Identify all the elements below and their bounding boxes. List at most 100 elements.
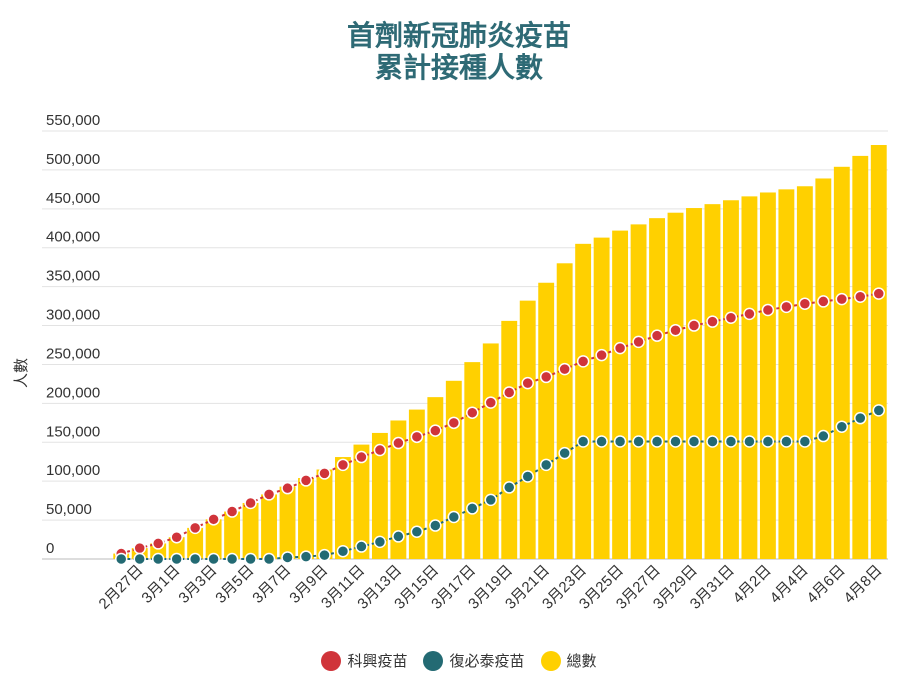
bar-total (316, 469, 333, 559)
point-biontech (151, 552, 165, 566)
legend-label: 總數 (566, 652, 597, 670)
point-sinovac (207, 513, 220, 526)
point-biontech (650, 435, 664, 448)
point-sinovac (521, 376, 534, 390)
point-biontech (539, 458, 553, 472)
chart-title-line-1: 首劑新冠肺炎疫苗 (346, 19, 571, 52)
point-sinovac (817, 295, 830, 308)
point-biontech (133, 552, 146, 566)
chart-area: 0 50,000 100,000 150,000 200,000 250,000 300,0… (12, 112, 888, 613)
point-biontech (244, 552, 257, 566)
point-biontech (336, 544, 350, 558)
point-biontech (207, 552, 220, 566)
point-biontech (225, 552, 239, 566)
point-biontech (817, 429, 830, 443)
point-biontech (576, 435, 590, 448)
point-sinovac (502, 386, 516, 399)
bar-total (593, 237, 610, 560)
legend-swatch (540, 650, 561, 671)
point-sinovac (188, 521, 202, 535)
point-sinovac (798, 297, 812, 311)
point-sinovac (244, 496, 257, 510)
point-biontech (835, 420, 849, 433)
point-biontech (613, 435, 627, 448)
point-biontech (466, 502, 479, 515)
point-biontech (632, 435, 645, 448)
point-sinovac (170, 530, 183, 544)
bar-total (501, 320, 518, 559)
point-sinovac (854, 290, 867, 304)
point-sinovac (151, 537, 165, 550)
point-biontech (281, 551, 294, 564)
point-sinovac (743, 307, 756, 321)
bar-total (335, 457, 351, 559)
bar-total (815, 178, 832, 559)
point-biontech (447, 510, 461, 524)
bar-total (187, 527, 204, 559)
bar-total (649, 218, 665, 559)
point-sinovac (466, 406, 479, 419)
bar-total (408, 409, 425, 559)
point-biontech (392, 530, 405, 543)
point-sinovac (447, 416, 461, 430)
bar-total (667, 212, 684, 559)
bar-total (224, 511, 241, 559)
line-sinovac (120, 292, 879, 555)
bar-total (796, 186, 813, 559)
legend-swatch (321, 650, 342, 671)
bar-total (556, 263, 573, 559)
x-tick-label: 3月3日 (175, 562, 220, 607)
point-biontech (724, 435, 738, 448)
point-biontech (558, 446, 571, 460)
point-biontech (355, 540, 368, 553)
point-biontech (484, 493, 498, 507)
point-biontech (521, 470, 534, 483)
point-sinovac (299, 474, 313, 487)
point-sinovac (687, 319, 701, 332)
point-sinovac (576, 355, 590, 368)
legend-label: 復必泰疫苗 (449, 652, 525, 670)
point-biontech (669, 435, 682, 448)
bar-total (833, 166, 850, 559)
point-sinovac (355, 450, 368, 464)
y-tick-label: 150,000 (46, 423, 100, 440)
legend-item[interactable]: 總數 (540, 650, 597, 671)
bar-total (519, 300, 536, 559)
point-sinovac (318, 467, 331, 480)
y-tick-label: 300,000 (46, 307, 100, 324)
line-series (114, 287, 886, 566)
point-sinovac (780, 300, 793, 314)
point-sinovac (650, 329, 664, 342)
point-sinovac (225, 505, 239, 518)
point-sinovac (558, 362, 571, 376)
bar-total (482, 343, 499, 559)
point-sinovac (392, 436, 405, 450)
point-sinovac (835, 292, 849, 306)
point-biontech (188, 552, 202, 566)
chart-title: 首劑新冠肺炎疫苗 累計接種人數 (0, 20, 918, 84)
bar-total (261, 494, 277, 559)
point-sinovac (410, 430, 424, 444)
legend-label: 科興疫苗 (347, 652, 408, 670)
x-tick-label: 3月5日 (212, 562, 257, 607)
bar-total (686, 208, 702, 560)
bar-total (575, 243, 592, 559)
chart-title-line-2: 累計接種人數 (374, 51, 543, 84)
bar-total (852, 155, 869, 559)
point-sinovac (281, 481, 294, 495)
y-tick-label: 0 (46, 540, 54, 557)
bar-total (205, 519, 222, 559)
point-biontech (687, 435, 701, 448)
y-tick-label: 200,000 (46, 384, 100, 401)
y-tick-label: 250,000 (46, 345, 100, 362)
bar-total (630, 224, 647, 559)
y-tick-label: 350,000 (46, 268, 100, 285)
legend-item[interactable]: 科興疫苗 (321, 650, 407, 671)
point-biontech (706, 435, 719, 448)
bar-total (741, 196, 758, 559)
legend-item[interactable]: 復必泰疫苗 (423, 650, 525, 671)
x-tick-label: 4月2日 (730, 562, 775, 607)
bar-total (279, 486, 296, 559)
point-sinovac (872, 287, 886, 300)
legend-swatch (423, 650, 444, 671)
